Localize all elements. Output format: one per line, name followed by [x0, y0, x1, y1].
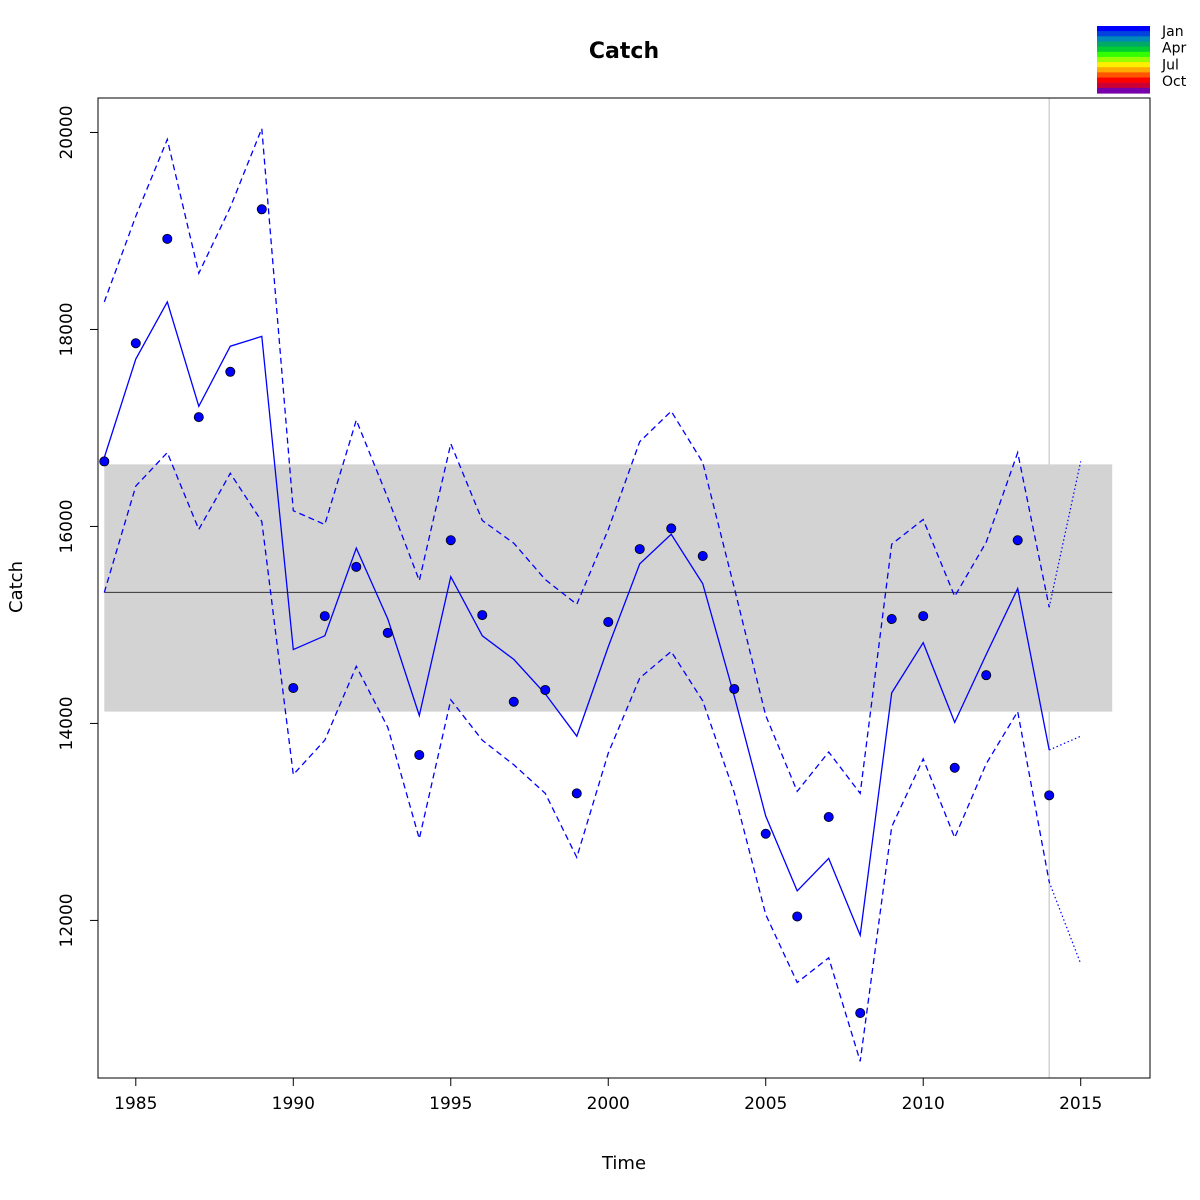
- x-tick-label: 2000: [587, 1094, 630, 1114]
- data-point: [382, 627, 393, 638]
- legend-color-swatch: [1097, 82, 1150, 89]
- legend-color-swatch: [1097, 72, 1150, 79]
- data-point: [477, 610, 488, 621]
- data-point: [823, 811, 834, 822]
- data-point: [855, 1007, 866, 1018]
- series-dashed-line-2: [103, 128, 1050, 796]
- data-point: [445, 535, 456, 546]
- data-point: [508, 696, 519, 707]
- legend-label-jul: Jul: [1161, 57, 1179, 73]
- data-point: [729, 683, 740, 694]
- series-solid-line-1: [103, 300, 1050, 938]
- data-point: [319, 611, 330, 622]
- legend-color-swatch: [1097, 41, 1150, 48]
- data-point: [225, 366, 236, 377]
- reference-band: [104, 464, 1113, 712]
- series-dotted-line-4: [1048, 461, 1082, 608]
- legend-color-swatch: [1097, 36, 1150, 43]
- series-dotted-line-6: [1048, 881, 1082, 964]
- data-point: [99, 456, 110, 467]
- legend-color-swatch: [1097, 67, 1150, 73]
- y-tick-label: 20000: [57, 105, 77, 159]
- data-point: [666, 523, 677, 534]
- legend-color-swatch: [1097, 87, 1150, 94]
- x-axis-label: Time: [601, 1153, 646, 1174]
- legend-color-swatch: [1097, 26, 1150, 32]
- data-point: [256, 204, 267, 215]
- y-tick-label: 18000: [57, 302, 77, 356]
- legend-color-swatch: [1097, 46, 1150, 53]
- x-tick-label: 1995: [429, 1094, 472, 1114]
- data-point: [540, 684, 551, 695]
- legend-label-apr: Apr: [1162, 41, 1186, 57]
- y-axis-label: Catch: [6, 561, 27, 613]
- data-point: [351, 561, 362, 572]
- legend-label-jan: Jan: [1161, 24, 1184, 40]
- x-tick-label: 1985: [114, 1094, 157, 1114]
- data-point: [918, 611, 929, 622]
- legend-color-swatch: [1097, 31, 1150, 37]
- data-point: [697, 550, 708, 561]
- data-point: [760, 828, 771, 839]
- data-point: [634, 544, 645, 555]
- data-point: [1012, 535, 1023, 546]
- series-dotted-line-5: [1048, 735, 1081, 751]
- series-dashed-line-3: [103, 451, 1050, 1062]
- data-point: [193, 412, 204, 423]
- data-point: [981, 670, 992, 681]
- x-tick-label: 2010: [902, 1094, 945, 1114]
- x-tick-label: 2005: [744, 1094, 787, 1114]
- x-tick-label: 2015: [1059, 1094, 1102, 1114]
- data-point: [603, 616, 614, 627]
- data-point: [571, 788, 582, 799]
- data-point: [792, 911, 803, 922]
- y-tick-label: 14000: [57, 696, 77, 750]
- legend-color-swatch: [1097, 56, 1150, 63]
- legend-label-oct: Oct: [1162, 74, 1187, 90]
- data-point: [288, 682, 299, 693]
- legend-color-swatch: [1097, 77, 1150, 84]
- x-tick-label: 1990: [272, 1094, 315, 1114]
- data-point: [130, 338, 141, 349]
- y-tick-label: 12000: [57, 893, 77, 947]
- data-point: [162, 233, 173, 244]
- data-point: [886, 614, 897, 625]
- legend-color-swatch: [1097, 62, 1150, 68]
- legend-color-swatch: [1097, 51, 1150, 58]
- data-point: [414, 749, 425, 760]
- data-point: [1044, 790, 1055, 801]
- y-tick-label: 16000: [57, 499, 77, 553]
- plot-area: 1985 1990 1995 2000 2005 2010 2015 12000 14000 16…: [57, 97, 1151, 1114]
- data-point: [949, 762, 960, 773]
- chart-title: Catch: [589, 39, 659, 64]
